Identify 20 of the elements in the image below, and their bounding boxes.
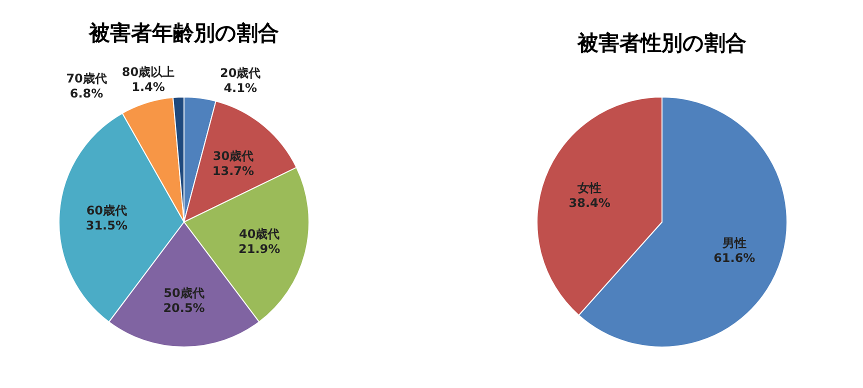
- slice-label: 20歳代: [220, 66, 261, 80]
- data-label: 38.4%: [568, 196, 610, 210]
- slice-label: 50歳代: [164, 286, 204, 300]
- data-label: 13.7%: [212, 164, 254, 178]
- slice-label: 30歳代: [212, 148, 254, 163]
- data-label: 31.5%: [86, 218, 128, 233]
- slice-label: 70歳代: [66, 71, 107, 86]
- chart-title: 被害者性別の割合: [576, 31, 746, 55]
- data-label: 1.4%: [132, 80, 165, 94]
- data-label: 21.9%: [238, 242, 280, 256]
- data-label: 20.5%: [163, 301, 205, 316]
- slice-label: 女性: [576, 180, 602, 195]
- slice-label: 40歳代: [238, 226, 280, 241]
- chart-title: 被害者年齢別の割合: [88, 21, 279, 45]
- data-label: 6.8%: [70, 86, 104, 100]
- data-label: 4.1%: [224, 81, 257, 96]
- slice-label: 男性: [721, 236, 746, 250]
- slice-label: 80歳以上: [122, 64, 175, 79]
- data-label: 61.6%: [714, 251, 756, 266]
- slice-label: 60歳代: [86, 204, 128, 218]
